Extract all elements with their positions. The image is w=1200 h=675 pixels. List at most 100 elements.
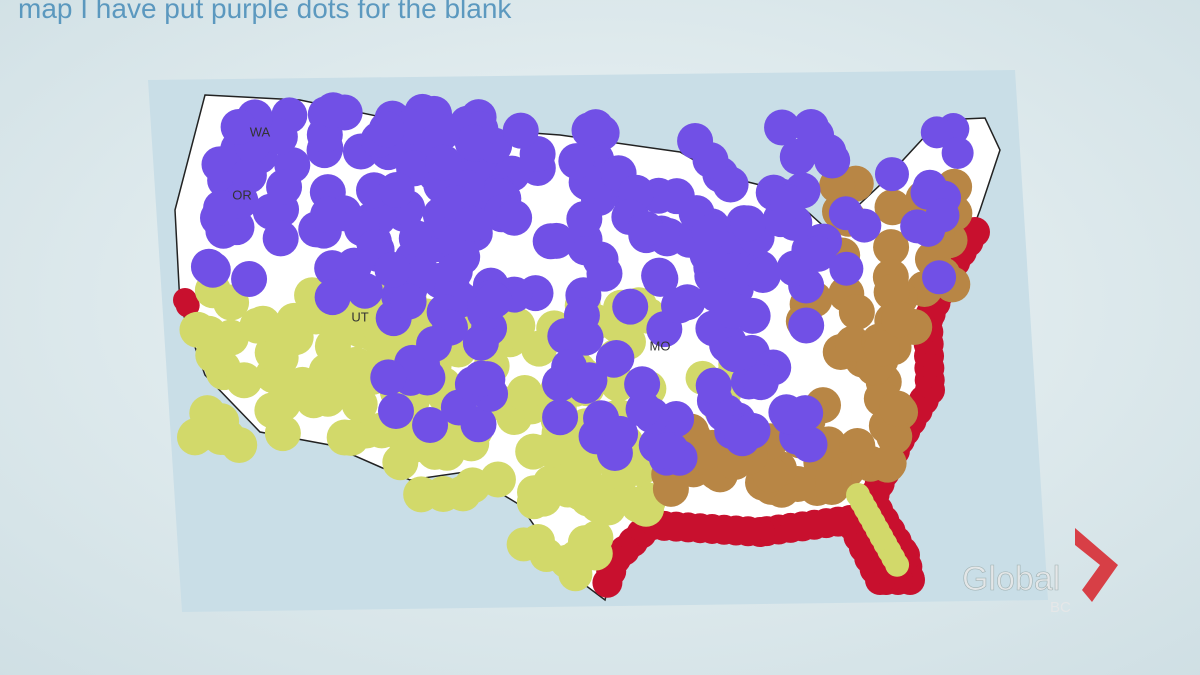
dot [264, 415, 301, 452]
dot [881, 301, 918, 338]
dot [590, 489, 627, 526]
dot [873, 229, 910, 266]
state-label: WA [250, 124, 271, 139]
dot [517, 475, 552, 510]
dot [869, 446, 906, 483]
dot [502, 112, 539, 149]
dot-layer [173, 92, 990, 598]
dot [425, 144, 462, 181]
dot [462, 324, 499, 361]
dot [641, 257, 678, 294]
dot [390, 283, 427, 320]
dot [315, 92, 352, 129]
dot [660, 287, 697, 324]
dot [436, 253, 473, 290]
dot [326, 419, 363, 456]
dot [476, 282, 513, 319]
dot [520, 524, 555, 559]
dot [202, 419, 239, 456]
dot [691, 214, 728, 251]
dot [627, 210, 664, 247]
dot [179, 311, 216, 348]
dot [791, 426, 828, 463]
dot [506, 375, 543, 412]
dot [874, 157, 909, 192]
dot [335, 247, 372, 284]
dot [341, 386, 378, 423]
dot [583, 400, 620, 437]
dot [374, 251, 411, 288]
dot [567, 319, 604, 356]
dot [254, 334, 291, 371]
dot [416, 325, 453, 362]
dot [203, 190, 240, 227]
dot [744, 257, 781, 294]
dot [716, 336, 753, 373]
dot [677, 122, 714, 159]
state-label: MO [650, 338, 671, 353]
dot [226, 362, 263, 399]
watermark: Global BC [962, 528, 1118, 616]
dot [542, 399, 579, 436]
dot [742, 364, 779, 401]
dot [814, 142, 851, 179]
dot [624, 366, 661, 403]
dot [382, 444, 419, 481]
dot [370, 359, 407, 396]
dot [231, 260, 268, 297]
dot [262, 220, 299, 257]
dot [770, 184, 807, 221]
dot [409, 359, 446, 396]
dot [834, 325, 871, 362]
dot [266, 169, 303, 206]
dot [876, 418, 913, 455]
dot [885, 552, 910, 577]
state-label: UT [351, 309, 368, 324]
dot [496, 199, 533, 236]
dot [787, 395, 824, 432]
dot [612, 288, 649, 325]
dot [412, 407, 449, 444]
dot [620, 486, 657, 523]
dot [874, 189, 911, 226]
watermark-region: BC [1050, 599, 1071, 616]
dot [463, 360, 500, 397]
dot [873, 274, 910, 311]
dot [239, 307, 276, 344]
dot [454, 124, 491, 161]
dot [788, 307, 825, 344]
dot [571, 112, 608, 149]
dot [378, 172, 415, 209]
dot [648, 432, 685, 469]
dot [310, 196, 347, 233]
dot [724, 420, 761, 457]
dot [586, 255, 623, 292]
dot [314, 279, 351, 316]
dot [712, 166, 749, 203]
dot [941, 136, 974, 169]
dot [912, 169, 947, 204]
dot [879, 390, 916, 427]
dot [377, 393, 414, 430]
dot [445, 475, 482, 512]
dot [533, 431, 570, 468]
dot [190, 248, 227, 285]
dot [175, 293, 200, 318]
state-label: OR [232, 187, 252, 202]
dot [592, 567, 623, 598]
dot [538, 222, 575, 259]
dot [838, 293, 875, 330]
dot [847, 208, 882, 243]
dot [799, 235, 836, 272]
dot [695, 367, 732, 404]
dot [920, 116, 953, 149]
dot [598, 340, 635, 377]
dot [714, 292, 751, 329]
watermark-brand: Global [962, 560, 1060, 598]
dot [309, 380, 346, 417]
dot [220, 108, 257, 145]
dot [559, 540, 594, 575]
dot [567, 367, 604, 404]
dot [652, 470, 689, 507]
